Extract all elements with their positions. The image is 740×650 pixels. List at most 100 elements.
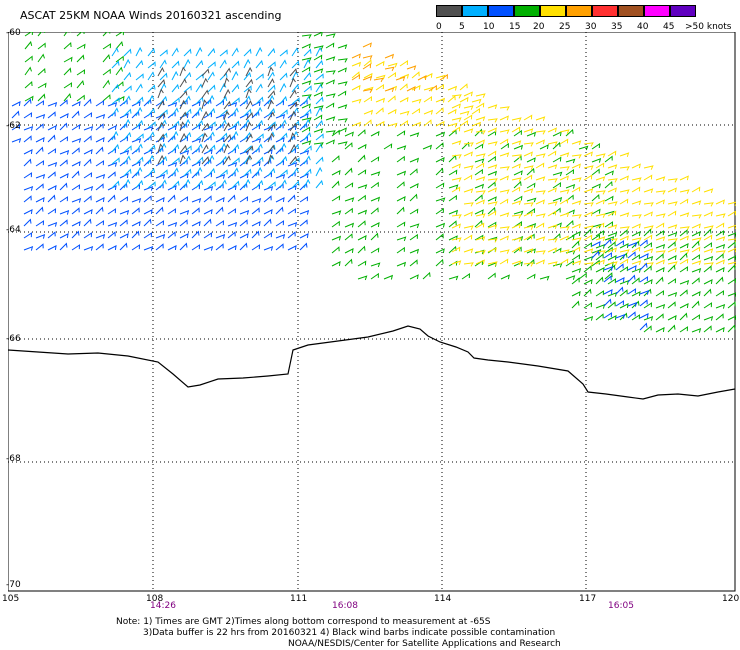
wind-barb [619, 212, 630, 218]
wind-barb [523, 188, 534, 194]
wind-barb [679, 243, 689, 249]
wind-barb [344, 222, 355, 228]
wind-barb [552, 196, 563, 202]
wind-barb [428, 84, 437, 92]
wind-barb [102, 32, 111, 37]
time-label: 14:26 [150, 601, 176, 611]
wind-barb [195, 106, 203, 117]
wind-barb [47, 161, 58, 167]
wind-barb [631, 267, 642, 273]
wind-barb [631, 214, 642, 219]
wind-barb [703, 325, 712, 333]
wind-barb [47, 148, 57, 155]
wind-barb [179, 111, 187, 121]
wind-barb [251, 230, 260, 239]
legend-label: 15 [509, 22, 521, 32]
wind-barb [607, 231, 618, 237]
wind-barb [357, 129, 366, 137]
wind-barb [143, 209, 153, 215]
wind-barb [655, 230, 665, 237]
wind-barb [95, 206, 104, 215]
wind-barb [715, 250, 726, 255]
wind-barb [526, 233, 535, 241]
wind-barb [384, 66, 395, 72]
wind-barb [195, 166, 203, 177]
legend-label: 45 [663, 22, 675, 32]
wind-barb [279, 169, 288, 177]
wind-barb [643, 228, 652, 237]
wind-barb [201, 99, 208, 110]
wind-barb [487, 130, 497, 137]
wind-barb [301, 117, 312, 122]
wind-barb [475, 176, 486, 182]
wind-barb [583, 315, 594, 321]
wind-barb [155, 233, 166, 239]
wind-barb [227, 185, 237, 191]
note-line-2: 3)Data buffer is 22 hrs from 20160321 4)… [143, 628, 556, 638]
wind-barb [523, 114, 533, 121]
wind-barb [267, 99, 274, 110]
wind-barb [583, 279, 593, 285]
wind-barb [71, 101, 81, 107]
wind-barb [526, 273, 536, 280]
wind-barb [607, 261, 618, 266]
wind-barb [207, 71, 215, 81]
wind-barb [223, 110, 230, 121]
wind-barb [639, 239, 648, 247]
wind-barb [183, 85, 192, 93]
wind-barb [223, 134, 232, 143]
wind-barb [123, 178, 131, 189]
wind-barb [578, 145, 589, 151]
wind-barb [487, 164, 498, 170]
wind-barb [179, 242, 188, 251]
wind-barb [500, 142, 509, 150]
wind-barb [474, 219, 483, 228]
wind-barb [303, 108, 312, 117]
wind-barb [547, 201, 558, 206]
wind-barb [239, 209, 250, 215]
wind-barb [207, 121, 216, 129]
wind-barb [287, 245, 297, 251]
wind-barb [267, 61, 276, 69]
wind-barb [159, 155, 168, 165]
wind-barb [275, 206, 284, 215]
wind-barb [267, 132, 275, 143]
wind-barb [131, 221, 141, 227]
wind-barb [399, 73, 410, 79]
wind-barb [595, 243, 606, 249]
wind-barb [679, 226, 690, 231]
wind-barb [203, 172, 213, 179]
wind-barb [547, 127, 557, 133]
wind-barb [615, 277, 625, 283]
wind-barb [571, 231, 581, 237]
wind-barb [227, 194, 236, 203]
lat-label: -66 [6, 334, 21, 344]
wind-barb [591, 157, 602, 163]
wind-barb [289, 77, 296, 88]
wind-barb [143, 218, 152, 227]
wind-barb [191, 221, 201, 227]
wind-barb [183, 118, 191, 129]
wind-barb [183, 71, 192, 81]
wind-barb [83, 172, 93, 179]
wind-barb [499, 258, 509, 265]
wind-barb [24, 66, 32, 76]
wind-barb [219, 109, 228, 117]
wind-barb [619, 235, 629, 241]
wind-barb [667, 210, 677, 217]
wind-barb [255, 46, 263, 57]
wind-barb [607, 150, 617, 157]
wind-barb [243, 168, 252, 177]
wind-barb [639, 322, 648, 331]
wind-barb [119, 233, 129, 239]
wind-barb [315, 73, 324, 81]
wind-barb [513, 155, 522, 163]
wind-barb [595, 213, 606, 218]
wind-barb [526, 167, 535, 176]
wind-barb [155, 220, 165, 227]
wind-barb [639, 289, 650, 295]
wind-barb [619, 303, 629, 309]
wind-barb [655, 253, 664, 261]
wind-barb [591, 193, 600, 202]
wind-barb [487, 181, 496, 189]
